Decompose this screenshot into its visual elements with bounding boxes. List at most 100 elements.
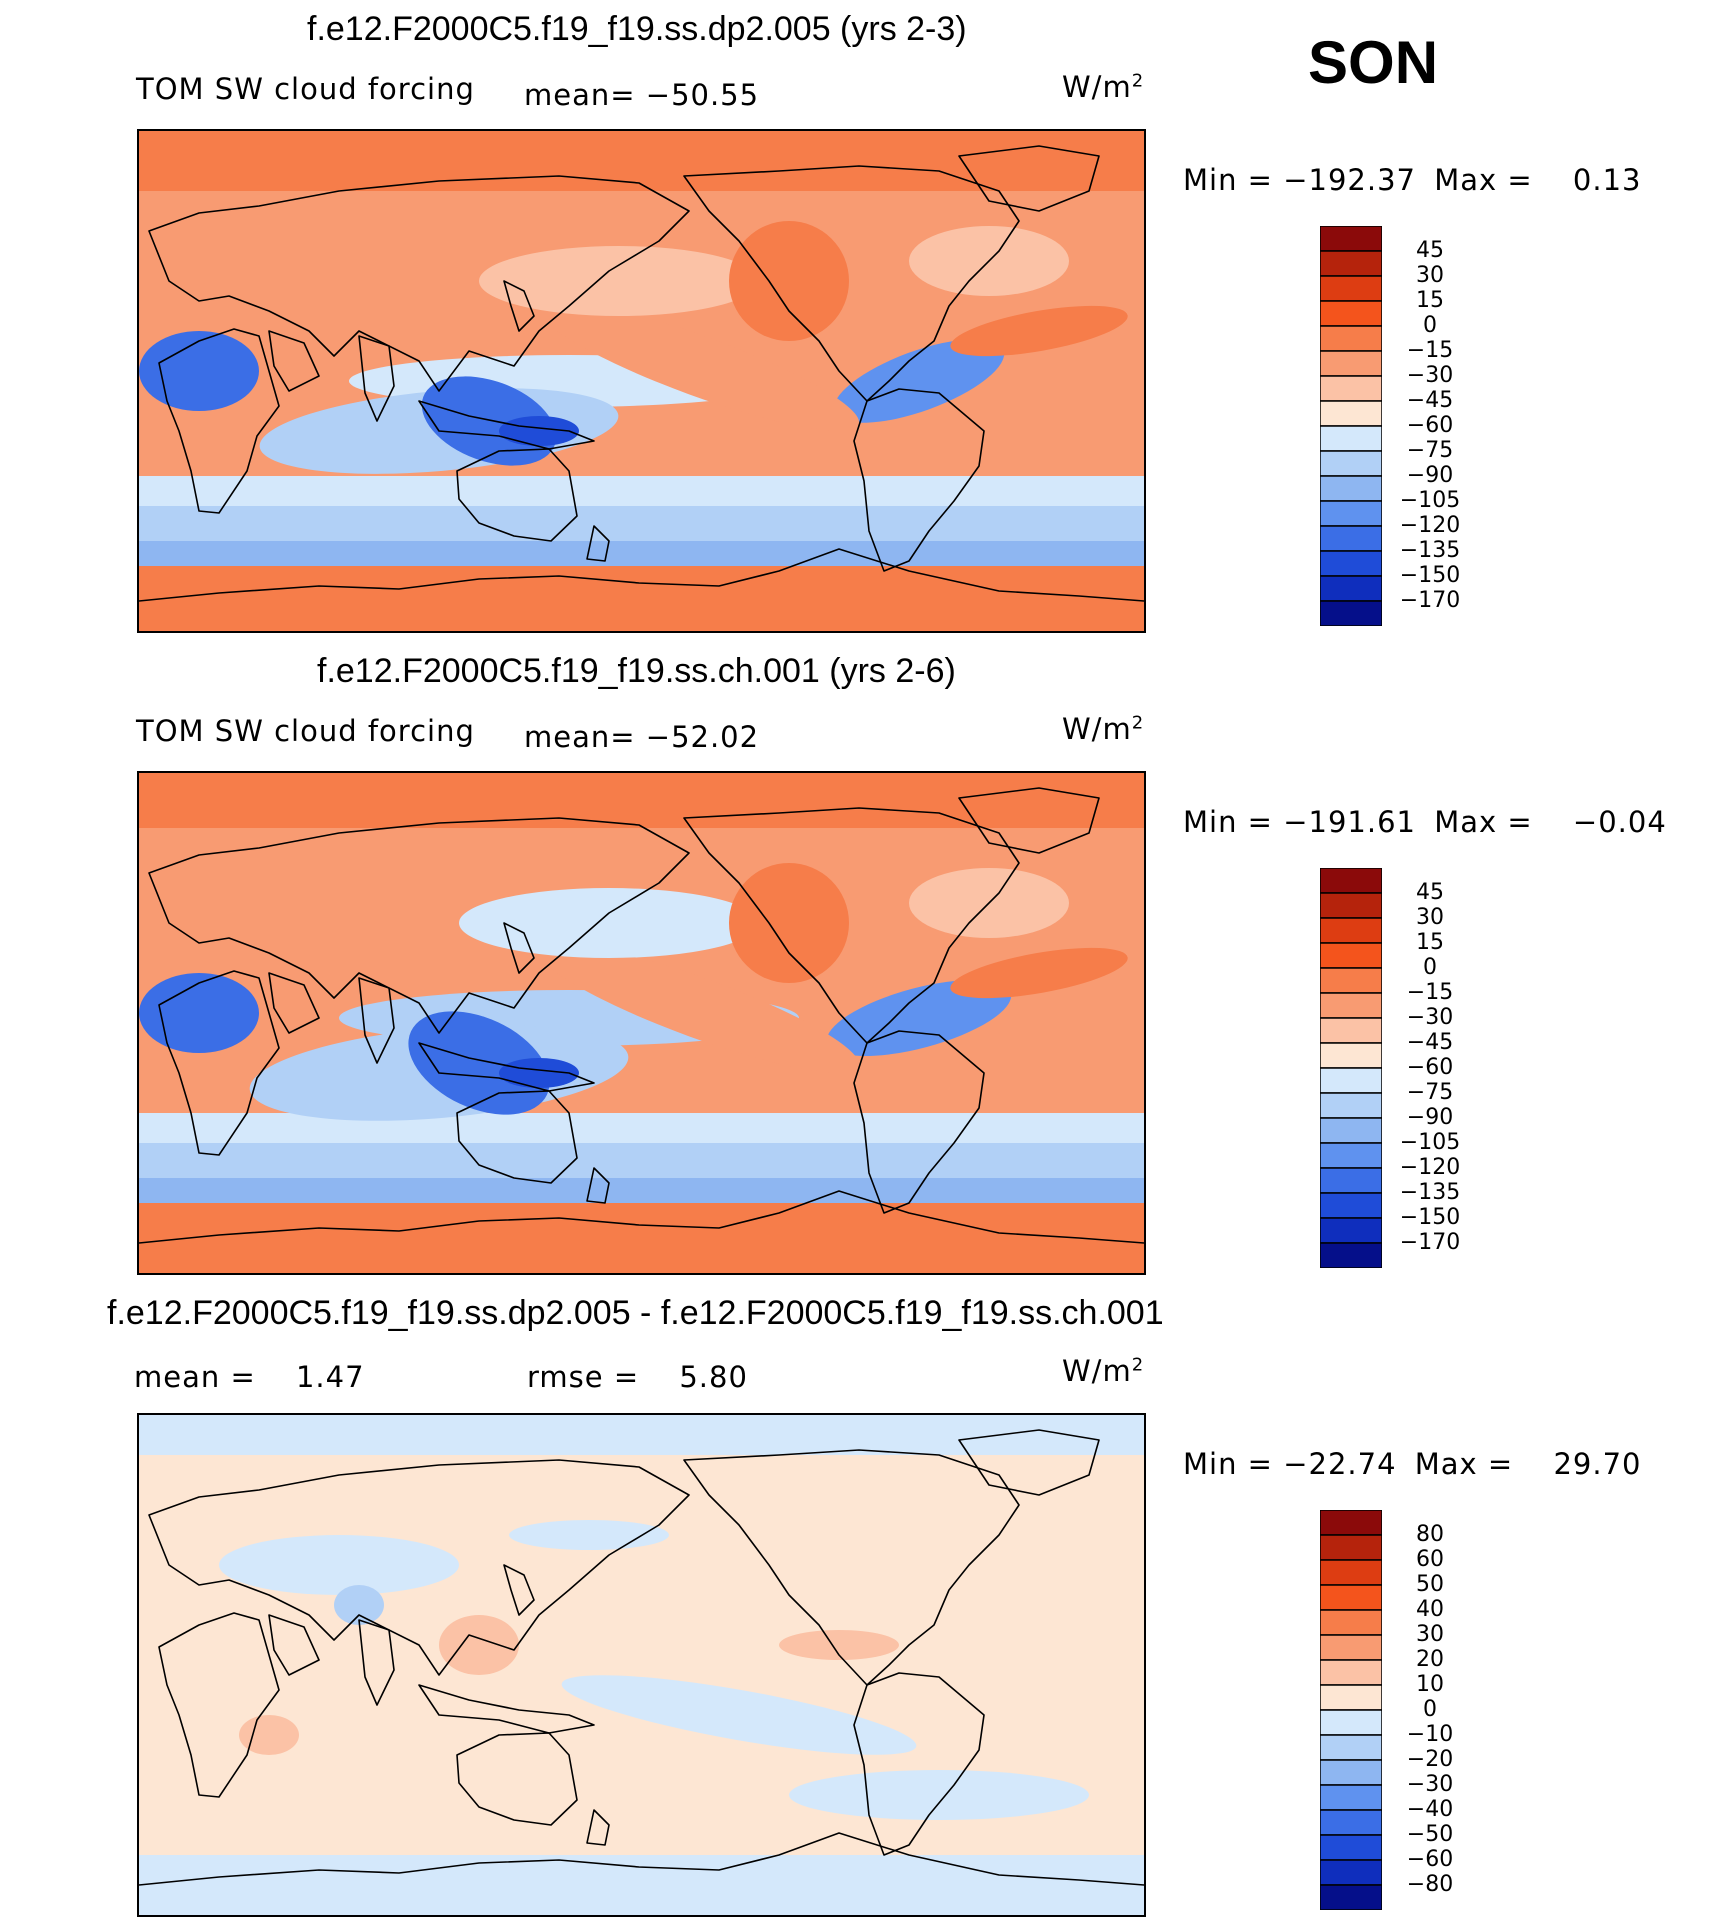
colorbar-box-3 bbox=[1320, 942, 1382, 969]
colorbar-tick-label: −90 bbox=[1406, 463, 1454, 488]
colorbar-tick-label: −15 bbox=[1406, 338, 1454, 363]
colorbar-box-10 bbox=[1320, 1759, 1382, 1786]
colorbar-tick-label: 80 bbox=[1416, 1522, 1444, 1547]
colorbar-tick-label: 15 bbox=[1416, 288, 1444, 313]
colorbar-box-15 bbox=[1320, 1884, 1382, 1910]
field-region bbox=[950, 305, 1128, 357]
colorbar-tick-label: 20 bbox=[1416, 1647, 1444, 1672]
colorbar-box-6 bbox=[1320, 1017, 1382, 1044]
colorbar-box-12 bbox=[1320, 525, 1382, 552]
greenland-coastline bbox=[958, 1429, 1100, 1496]
colorbar-tick-label: −40 bbox=[1406, 1797, 1454, 1822]
north-america-coastline bbox=[683, 165, 1020, 402]
field-region bbox=[950, 947, 1128, 999]
field-warm-pool bbox=[408, 1011, 550, 1115]
panel2-colorbar bbox=[1320, 868, 1382, 1268]
panel2-mean-value: −52.02 bbox=[645, 720, 760, 754]
japan-coastline bbox=[503, 922, 535, 974]
colorbar-tick-label: −120 bbox=[1399, 1155, 1461, 1180]
colorbar-tick-label: −30 bbox=[1406, 1005, 1454, 1030]
indonesia-coastline bbox=[418, 1042, 595, 1092]
africa-coastline bbox=[158, 1612, 280, 1798]
newzealand-coastline bbox=[586, 1809, 610, 1846]
field-region bbox=[499, 416, 579, 446]
panel3-rmse-label: rmse = 5.80 bbox=[527, 1360, 748, 1394]
newzealand-coastline bbox=[586, 1167, 610, 1204]
south-america-coastline bbox=[853, 388, 985, 572]
panel1-units: W/m2 bbox=[1062, 70, 1145, 104]
panel2-max-value: −0.04 bbox=[1572, 805, 1667, 839]
arabia-coastline bbox=[268, 1614, 320, 1676]
season-label: SON bbox=[1308, 29, 1439, 96]
colorbar-tick-label: −170 bbox=[1399, 1230, 1461, 1255]
colorbar-box-5 bbox=[1320, 350, 1382, 377]
field-band bbox=[139, 476, 1144, 506]
colorbar-tick-label: 45 bbox=[1416, 880, 1444, 905]
greenland-coastline bbox=[958, 787, 1100, 854]
colorbar-box-7 bbox=[1320, 1684, 1382, 1711]
arabia-coastline bbox=[268, 972, 320, 1034]
north-america-coastline bbox=[683, 1449, 1020, 1686]
field-band-antarctic bbox=[139, 1855, 1144, 1915]
colorbar-tick-label: −90 bbox=[1406, 1105, 1454, 1130]
field-region bbox=[139, 331, 259, 411]
japan-coastline bbox=[503, 1564, 535, 1616]
panel3-colorbar bbox=[1320, 1510, 1382, 1910]
panel1-colorbar bbox=[1320, 226, 1382, 626]
colorbar-box-10 bbox=[1320, 1117, 1382, 1144]
colorbar-box-8 bbox=[1320, 425, 1382, 452]
colorbar-box-0 bbox=[1320, 1510, 1382, 1536]
panel3-mean-value: 1.47 bbox=[295, 1360, 365, 1394]
field-band bbox=[139, 501, 1144, 541]
colorbar-tick-label: 30 bbox=[1416, 263, 1444, 288]
colorbar-tick-label: −150 bbox=[1399, 1205, 1461, 1230]
colorbar-box-8 bbox=[1320, 1067, 1382, 1094]
europe-asia-coastline bbox=[148, 817, 690, 1034]
colorbar-tick-label: 15 bbox=[1416, 930, 1444, 955]
panel2-units: W/m2 bbox=[1062, 712, 1145, 746]
panel2-min-value: −191.61 bbox=[1283, 805, 1416, 839]
colorbar-box-14 bbox=[1320, 1217, 1382, 1244]
australia-coastline bbox=[456, 448, 578, 542]
colorbar-tick-label: −60 bbox=[1406, 413, 1454, 438]
field-region bbox=[459, 888, 759, 958]
indonesia-coastline bbox=[418, 400, 595, 450]
panel1-max-value: 0.13 bbox=[1572, 163, 1642, 197]
colorbar-box-2 bbox=[1320, 1559, 1382, 1586]
field-region bbox=[509, 1520, 669, 1550]
colorbar-box-7 bbox=[1320, 1042, 1382, 1069]
south-america-coastline bbox=[853, 1030, 985, 1214]
colorbar-box-13 bbox=[1320, 550, 1382, 577]
field-region bbox=[219, 1535, 459, 1595]
colorbar-box-4 bbox=[1320, 967, 1382, 994]
colorbar-tick-label: −135 bbox=[1399, 1180, 1461, 1205]
colorbar-box-5 bbox=[1320, 992, 1382, 1019]
panel1-minmax: Min = −192.37 Max = 0.13 bbox=[1183, 163, 1642, 197]
newzealand-coastline bbox=[586, 525, 610, 562]
colorbar-tick-label: 60 bbox=[1416, 1547, 1444, 1572]
colorbar-box-8 bbox=[1320, 1709, 1382, 1736]
colorbar-box-9 bbox=[1320, 1734, 1382, 1761]
colorbar-box-6 bbox=[1320, 375, 1382, 402]
colorbar-tick-label: −150 bbox=[1399, 563, 1461, 588]
indonesia-coastline bbox=[418, 1684, 595, 1734]
colorbar-tick-label: 50 bbox=[1416, 1572, 1444, 1597]
field-band-arctic bbox=[139, 773, 1144, 828]
panel1-map bbox=[137, 129, 1146, 633]
colorbar-tick-label: 30 bbox=[1416, 1622, 1444, 1647]
field-region bbox=[729, 221, 849, 341]
field-region bbox=[729, 863, 849, 983]
panel2-minmax: Min = −191.61 Max = −0.04 bbox=[1183, 805, 1667, 839]
field-region bbox=[139, 973, 259, 1053]
field-southeast-pacific bbox=[538, 943, 860, 1073]
africa-coastline bbox=[158, 328, 280, 514]
colorbar-box-11 bbox=[1320, 1142, 1382, 1169]
field-band bbox=[139, 1113, 1144, 1143]
australia-coastline bbox=[456, 1090, 578, 1184]
colorbar-tick-label: −20 bbox=[1406, 1747, 1454, 1772]
colorbar-box-5 bbox=[1320, 1634, 1382, 1661]
colorbar-box-0 bbox=[1320, 226, 1382, 252]
colorbar-box-2 bbox=[1320, 917, 1382, 944]
colorbar-tick-label: −105 bbox=[1399, 488, 1461, 513]
antarctica-coastline bbox=[139, 548, 1144, 602]
